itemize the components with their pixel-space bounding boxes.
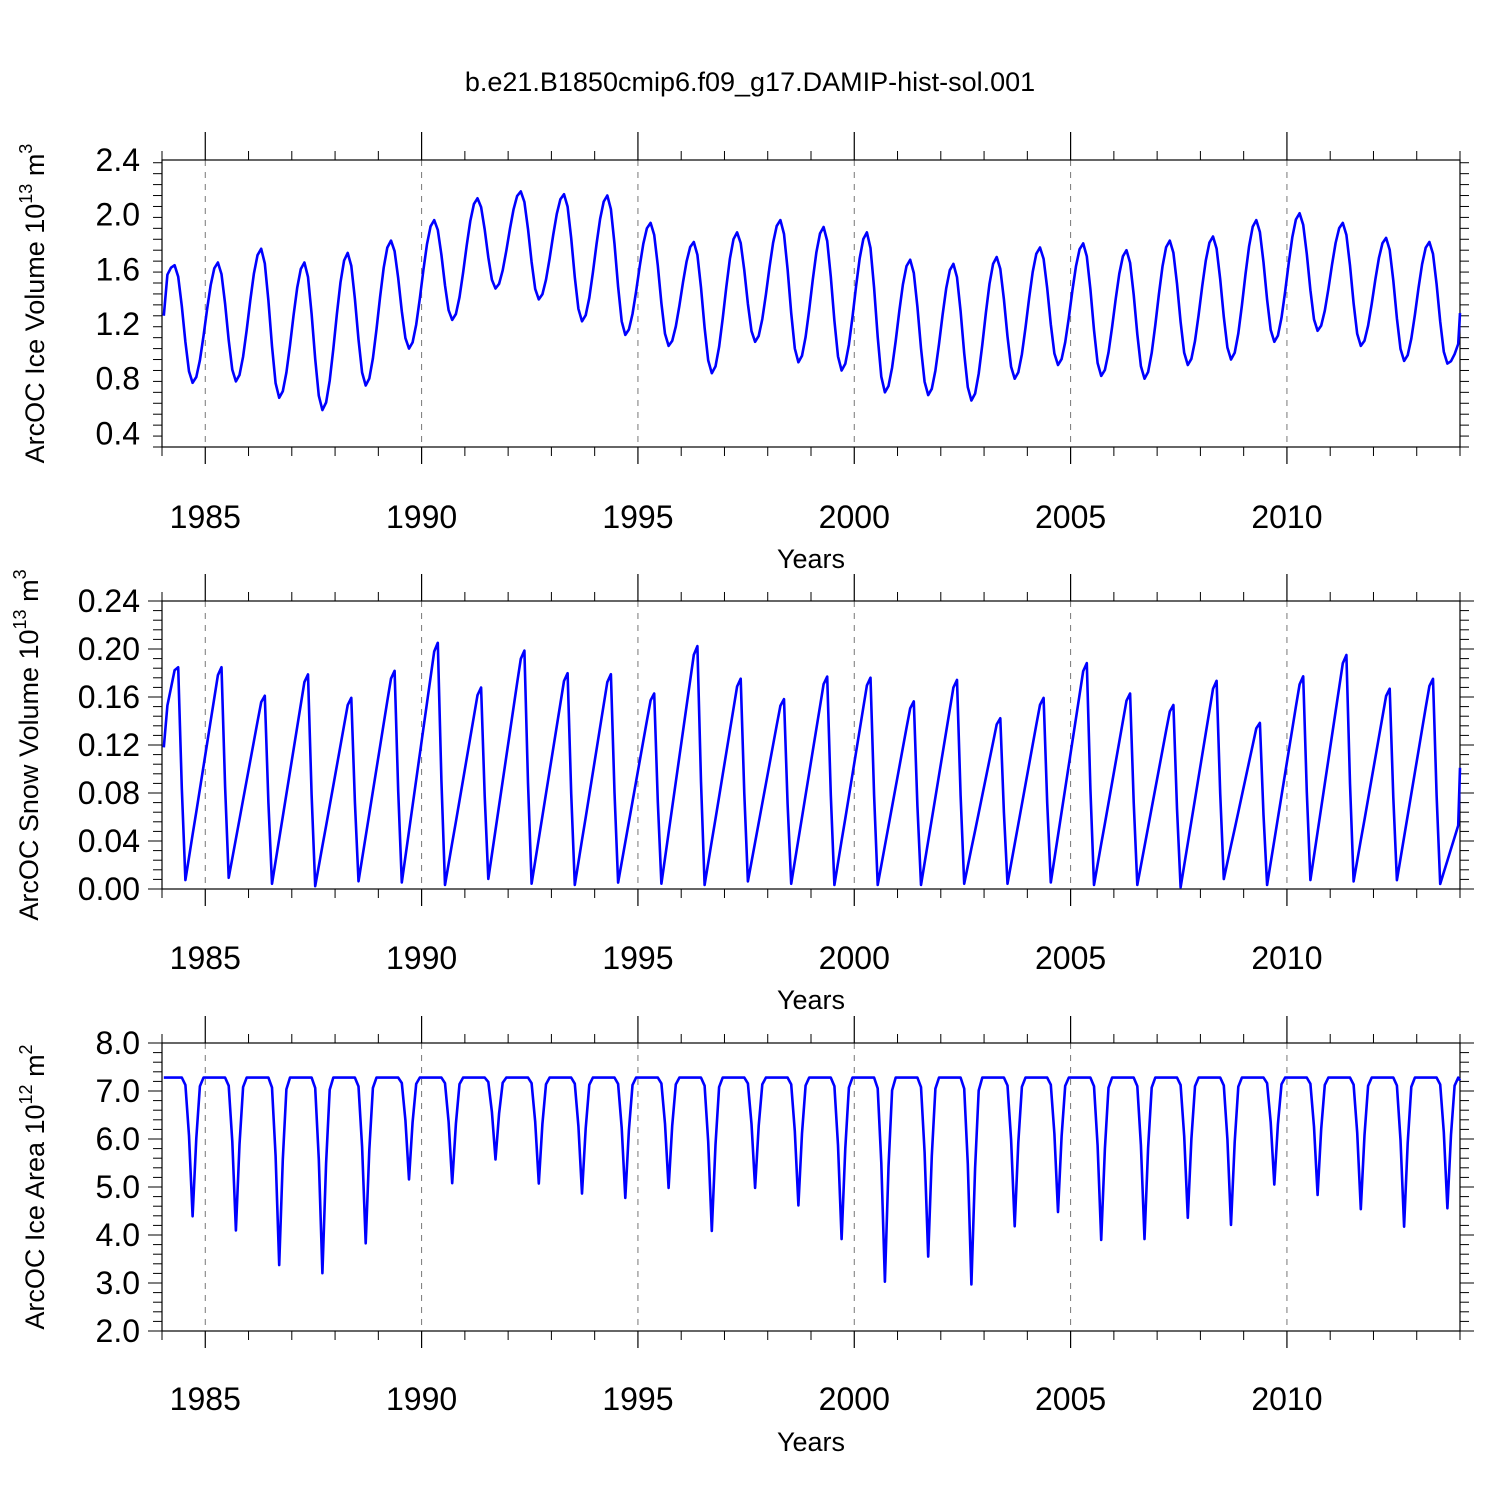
y-axis-title-exponent: 12 xyxy=(16,1084,36,1104)
x-tick-label: 1985 xyxy=(170,1381,241,1417)
x-tick-label: 1995 xyxy=(602,499,673,535)
x-tick-label: 2010 xyxy=(1251,940,1322,976)
x-tick-label: 2000 xyxy=(819,940,890,976)
y-axis-title-unit-exponent: 2 xyxy=(16,1044,36,1054)
plot-frame xyxy=(161,1042,1461,1332)
y-tick-label: 0.24 xyxy=(78,583,140,619)
y-tick-label: 0.04 xyxy=(78,823,140,859)
y-tick-label: 0.8 xyxy=(96,361,140,397)
x-tick-label: 1995 xyxy=(602,1381,673,1417)
y-axis-title-unit-exponent: 3 xyxy=(16,144,36,154)
y-axis-title-main: ArcOC Ice Area 10 xyxy=(20,1104,50,1329)
y-tick-label: 0.16 xyxy=(78,679,140,715)
y-tick-label: 0.12 xyxy=(78,727,140,763)
x-tick-label: 1985 xyxy=(170,499,241,535)
x-axis-title: Years xyxy=(777,1427,845,1457)
y-tick-label: 1.2 xyxy=(96,306,140,342)
y-axis-title-exponent: 13 xyxy=(10,609,30,629)
x-tick-label: 2005 xyxy=(1035,940,1106,976)
series-line-ice-area xyxy=(163,1076,1462,1286)
x-tick-label: 1990 xyxy=(386,1381,457,1417)
x-tick-label: 1995 xyxy=(602,940,673,976)
x-tick-label: 1990 xyxy=(386,499,457,535)
panel-ice-area: 2.0 3.0 4.0 5.0 6.0 7.0 8.0 1985 1990 1995 2000 200… xyxy=(16,1016,1474,1457)
y-axis-title-exponent: 13 xyxy=(16,184,36,204)
panel-ice-volume: 0.4 0.8 1.2 1.6 2.0 2.4 1985 1990 1995 2000 2005 20… xyxy=(16,132,1469,574)
y-axis-title-unit-exponent: 3 xyxy=(10,569,30,579)
y-tick-label: 8.0 xyxy=(96,1025,140,1061)
y-tick-label: 0.08 xyxy=(78,775,140,811)
y-axis-title-unit: m xyxy=(14,579,44,609)
y-tick-label: 0.00 xyxy=(78,871,140,907)
y-axis-title: ArcOC Snow Volume 1013 m3 xyxy=(10,569,44,920)
y-axis-title-main: ArcOC Ice Volume 10 xyxy=(20,204,50,464)
y-axis-title-unit: m xyxy=(20,1054,50,1084)
x-tick-label: 2000 xyxy=(819,1381,890,1417)
y-tick-label: 6.0 xyxy=(96,1121,140,1157)
series-line-snow-volume xyxy=(162,641,1462,889)
x-tick-label: 1985 xyxy=(170,940,241,976)
y-axis-title-main: ArcOC Snow Volume 10 xyxy=(14,629,44,920)
y-tick-label: 2.0 xyxy=(96,197,140,233)
y-axis-title: ArcOC Ice Area 1012 m2 xyxy=(16,1044,50,1329)
y-tick-label: 0.4 xyxy=(96,415,140,451)
y-tick-label: 7.0 xyxy=(96,1073,140,1109)
series-line-ice-volume xyxy=(162,190,1462,412)
x-axis-title: Years xyxy=(777,985,845,1015)
x-tick-label: 2000 xyxy=(819,499,890,535)
panel-snow-volume: 0.00 0.04 0.08 0.12 0.16 0.20 0.24 1985 1990 1995… xyxy=(10,569,1474,1015)
x-tick-label: 2005 xyxy=(1035,1381,1106,1417)
x-tick-label: 2010 xyxy=(1251,499,1322,535)
y-tick-label: 0.20 xyxy=(78,631,140,667)
y-axis-title: ArcOC Ice Volume 1013 m3 xyxy=(16,144,50,464)
y-tick-label: 3.0 xyxy=(96,1265,140,1301)
y-axis-title-unit: m xyxy=(20,154,50,184)
y-tick-label: 2.0 xyxy=(96,1313,140,1349)
y-tick-label: 5.0 xyxy=(96,1169,140,1205)
x-tick-label: 2005 xyxy=(1035,499,1106,535)
y-tick-label: 4.0 xyxy=(96,1217,140,1253)
x-tick-label: 1990 xyxy=(386,940,457,976)
figure-title: b.e21.B1850cmip6.f09_g17.DAMIP-hist-sol.… xyxy=(465,67,1035,97)
x-tick-label: 2010 xyxy=(1251,1381,1322,1417)
y-tick-label: 1.6 xyxy=(96,251,140,287)
y-tick-label: 2.4 xyxy=(96,142,140,178)
x-axis-title: Years xyxy=(777,544,845,574)
